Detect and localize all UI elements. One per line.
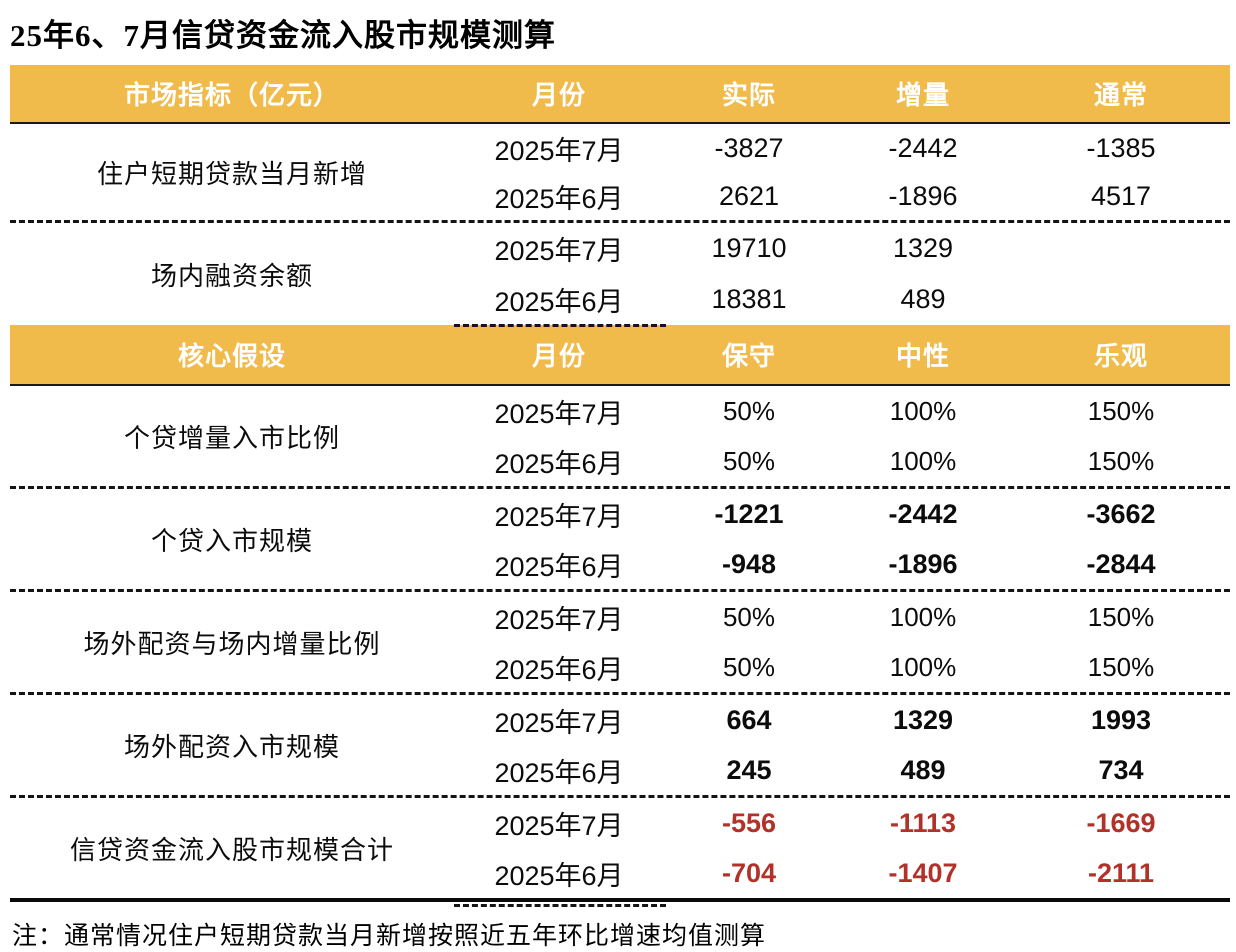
value-cell: -2844 xyxy=(1086,548,1156,579)
value-cell: 100% xyxy=(889,445,957,476)
value-cell: 734 xyxy=(1098,754,1144,785)
value-cell: 1993 xyxy=(1090,704,1152,735)
row-group-label: 场外配资入市规模 xyxy=(123,731,340,762)
value-cell: 50% xyxy=(722,395,776,426)
month-cell: 2025年6月 xyxy=(494,654,624,685)
value-cell: 150% xyxy=(1087,445,1155,476)
header-month: 月份 xyxy=(531,341,586,371)
header-usual: 通常 xyxy=(1093,80,1148,110)
panel1-header-row: 市场指标（亿元） 月份 实际 增量 通常 xyxy=(10,65,1230,124)
value-cell: -2442 xyxy=(888,132,958,163)
value-cell: 1329 xyxy=(892,704,954,735)
value-cell: -1896 xyxy=(888,548,958,579)
value-cell: 19710 xyxy=(711,233,787,263)
row-group-label: 信贷资金流入股市规模合计 xyxy=(69,834,394,865)
month-cell: 2025年7月 xyxy=(494,810,624,841)
month-cell: 2025年7月 xyxy=(494,501,624,532)
value-cell: 100% xyxy=(889,395,957,426)
section-otc-allocation-ratio: 场外配资与场内增量比例 2025年7月 50% 100% 150% 2025年6… xyxy=(10,592,1230,695)
month-cell: 2025年6月 xyxy=(494,183,624,214)
header-actual: 实际 xyxy=(721,80,776,110)
value-cell: 100% xyxy=(889,601,957,632)
value-cell: -2111 xyxy=(1087,857,1155,888)
value-cell: -1669 xyxy=(1086,807,1156,838)
value-cell: 150% xyxy=(1087,651,1155,682)
value-cell: -1385 xyxy=(1086,132,1156,163)
value-cell: -1113 xyxy=(889,807,957,838)
section-otc-allocation-scale: 场外配资入市规模 2025年7月 664 1329 1993 2025年6月 2… xyxy=(10,695,1230,798)
value-cell: -1896 xyxy=(888,180,958,211)
table-title: 25年6、7月信贷资金流入股市规模测算 xyxy=(10,18,556,53)
value-cell: 245 xyxy=(726,754,772,785)
value-cell: 2621 xyxy=(718,180,780,211)
month-cell: 2025年6月 xyxy=(494,860,624,891)
row-group-label: 住户短期贷款当月新增 xyxy=(96,158,367,189)
row-group-label: 个贷入市规模 xyxy=(150,525,313,556)
header-month: 月份 xyxy=(531,80,586,110)
row-group-label: 个贷增量入市比例 xyxy=(123,422,340,453)
month-cell: 2025年6月 xyxy=(494,551,624,582)
month-cell: 2025年7月 xyxy=(494,135,624,166)
month-cell: 2025年7月 xyxy=(494,604,624,635)
value-cell: -704 xyxy=(721,857,777,888)
value-cell: 489 xyxy=(900,754,946,785)
value-cell: -1407 xyxy=(888,857,958,888)
value-cell: 4517 xyxy=(1090,180,1152,211)
month-cell: 2025年7月 xyxy=(494,236,624,266)
credit-funds-table: 市场指标（亿元） 月份 实际 增量 通常 住户短期贷款当月新增 2025年7月 … xyxy=(10,65,1230,907)
value-cell: 50% xyxy=(722,601,776,632)
value-cell: -3662 xyxy=(1086,498,1156,529)
value-cell: 50% xyxy=(722,445,776,476)
header-increment: 增量 xyxy=(895,80,950,110)
value-cell: 18381 xyxy=(711,284,787,314)
value-cell: -3827 xyxy=(714,132,784,163)
month-column-dash-divider xyxy=(454,324,666,327)
value-cell: 1329 xyxy=(892,233,954,263)
panel2-header-row: 核心假设 月份 保守 中性 乐观 xyxy=(10,325,1230,386)
month-cell: 2025年6月 xyxy=(494,287,624,317)
value-cell: 150% xyxy=(1087,395,1155,426)
header-conservative: 保守 xyxy=(721,341,776,371)
month-cell: 2025年7月 xyxy=(494,398,624,429)
value-cell: 664 xyxy=(726,704,772,735)
section-margin-financing-balance: 场内融资余额 2025年7月 19710 1329 2025年6月 18381 … xyxy=(10,223,1230,327)
month-cell: 2025年6月 xyxy=(494,448,624,479)
footnote: 注：通常情况住户短期贷款当月新增按照近五年环比增速均值测算 xyxy=(12,923,767,950)
row-group-label: 场内融资余额 xyxy=(150,260,313,291)
value-cell: 489 xyxy=(900,284,946,314)
section-household-short-term-loans: 住户短期贷款当月新增 2025年7月 -3827 -2442 -1385 202… xyxy=(10,124,1230,223)
value-cell: 50% xyxy=(722,651,776,682)
section-total-credit-inflow: 信贷资金流入股市规模合计 2025年7月 -556 -1113 -1669 20… xyxy=(10,798,1230,907)
section-personal-loan-inflow-scale: 个贷入市规模 2025年7月 -1221 -2442 -3662 2025年6月… xyxy=(10,489,1230,592)
value-cell: -948 xyxy=(721,548,777,579)
month-cell: 2025年6月 xyxy=(494,757,624,788)
value-cell: 150% xyxy=(1087,601,1155,632)
header-market-indicator: 市场指标（亿元） xyxy=(123,80,340,110)
value-cell: -2442 xyxy=(888,498,958,529)
month-cell: 2025年7月 xyxy=(494,707,624,738)
value-cell: -556 xyxy=(721,807,777,838)
header-neutral: 中性 xyxy=(895,341,950,371)
header-core-assumption: 核心假设 xyxy=(177,341,286,371)
header-optimistic: 乐观 xyxy=(1093,341,1148,371)
section-personal-loan-inflow-ratio: 个贷增量入市比例 2025年7月 50% 100% 150% 2025年6月 5… xyxy=(10,386,1230,489)
value-cell: 100% xyxy=(889,651,957,682)
row-group-label: 场外配资与场内增量比例 xyxy=(83,628,381,659)
month-column-dash-divider xyxy=(454,904,666,907)
value-cell: -1221 xyxy=(714,498,784,529)
